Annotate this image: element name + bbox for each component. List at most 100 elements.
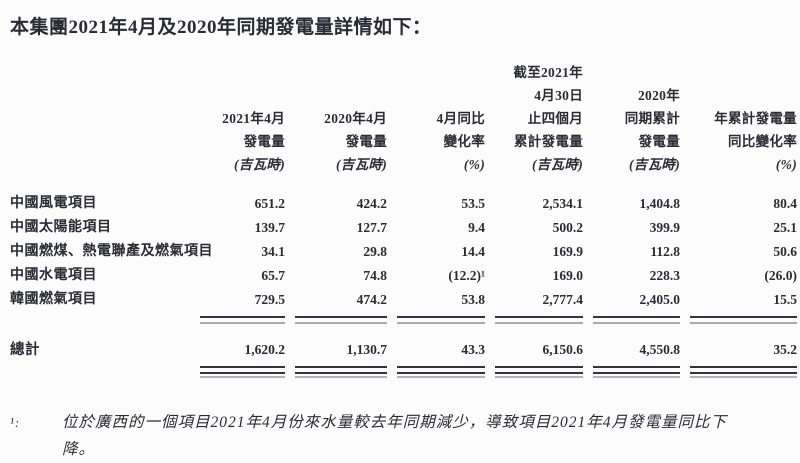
column-header-line: 發電量 — [638, 134, 680, 149]
column-unit-label: (吉瓦時) — [234, 157, 285, 172]
row-label: 中國太陽能項目 — [10, 220, 112, 235]
column-header-line: 2021年4月 — [222, 111, 285, 126]
value-cell: (26.0) — [764, 268, 797, 283]
single-rule — [200, 315, 285, 324]
single-rule — [593, 315, 680, 324]
rule-echo — [593, 376, 680, 378]
value-cell: 2,405.0 — [639, 292, 681, 307]
column-header-2: 2020年4月 發電量 (吉瓦時) — [285, 61, 387, 176]
column-header-line: 4月同比 — [436, 111, 485, 126]
double-rule — [593, 366, 680, 374]
value-cell: 35.2 — [773, 342, 797, 357]
table-row: 中國水電項目 65.7 74.8 (12.2)¹ 169.0 228.3 (26.0) — [10, 264, 797, 288]
rule-echo — [200, 376, 285, 378]
value-cell: 399.9 — [649, 220, 680, 235]
rule-cell — [387, 312, 485, 324]
value-cell: 169.9 — [552, 244, 583, 259]
column-header-line: 累計發電量 — [514, 134, 583, 149]
rule-spacer-cell — [10, 312, 190, 324]
rule-echo — [295, 376, 387, 378]
rule-cell — [485, 363, 583, 379]
rule-cell — [583, 363, 680, 379]
table-row: 韓國燃氣項目 729.5 474.2 53.8 2,777.4 2,405.0 15.5 — [10, 288, 797, 312]
value-cell: 53.5 — [461, 196, 485, 211]
rule-cell — [387, 363, 485, 379]
column-header-line: 發電量 — [345, 134, 387, 149]
footnote-marker: ¹: — [10, 415, 21, 430]
row-label: 中國水電項目 — [10, 268, 97, 283]
single-rule — [397, 315, 485, 324]
value-cell: 139.7 — [254, 220, 285, 235]
double-rule — [690, 366, 797, 374]
value-cell: 1,130.7 — [346, 342, 388, 357]
value-cell: 112.8 — [650, 244, 680, 259]
column-unit-label: (%) — [463, 157, 485, 172]
column-header-line: 年累計發電量 — [714, 111, 797, 126]
rule-echo — [397, 376, 485, 378]
subtotal-rule-row — [10, 312, 797, 324]
column-header-line: 變化率 — [443, 134, 485, 149]
value-cell: 424.2 — [356, 196, 387, 211]
column-header-line: 發電量 — [243, 134, 285, 149]
value-cell: 14.4 — [461, 244, 485, 259]
column-header-line: 2020年 — [638, 88, 680, 103]
value-cell: 50.6 — [773, 244, 797, 259]
row-label: 總計 — [10, 342, 40, 358]
value-cell: 651.2 — [254, 196, 285, 211]
value-cell: 127.7 — [356, 220, 387, 235]
value-cell: 74.8 — [363, 268, 387, 283]
value-cell: 2,534.1 — [542, 196, 584, 211]
rule-cell — [680, 363, 797, 379]
value-cell: 500.2 — [552, 220, 583, 235]
rule-cell — [285, 363, 387, 379]
rule-echo — [495, 376, 583, 378]
table-row: 中國燃煤、熱電聯產及燃氣項目 34.1 29.8 14.4 169.9 112.8 50.6 — [10, 240, 797, 264]
value-cell: (12.2)¹ — [448, 268, 485, 283]
row-label: 韓國燃氣項目 — [10, 292, 97, 307]
table-row: 中國太陽能項目 139.7 127.7 9.4 500.2 399.9 25.1 — [10, 216, 797, 240]
footnote-line: 位於廣西的一個項目2021年4月份來水量較去年同期減少，導致項目2021年4月發… — [62, 414, 728, 431]
column-unit-label: (吉瓦時) — [629, 157, 680, 172]
column-header-line: 4月30日 — [534, 88, 583, 103]
value-cell: 9.4 — [468, 220, 485, 235]
generation-table: 2021年4月發電量 (吉瓦時) 2020年4月發電量 (吉瓦時) 4月同比變化率 (%)… — [10, 61, 797, 379]
value-cell: 169.0 — [552, 268, 583, 283]
double-rule — [495, 366, 583, 374]
column-header-line: 同期累計 — [624, 111, 680, 126]
value-cell: 53.8 — [461, 292, 485, 307]
rule-spacer-cell — [10, 363, 190, 379]
double-rule — [200, 366, 285, 374]
column-header-line: 截至2021年 — [513, 65, 583, 80]
column-header-1: 2021年4月發電量 (吉瓦時) — [190, 61, 285, 176]
value-cell: 6,150.6 — [542, 342, 584, 357]
value-cell: 729.5 — [254, 292, 285, 307]
rule-cell — [680, 312, 797, 324]
single-rule — [495, 315, 583, 324]
row-label: 中國燃煤、熱電聯產及燃氣項目 — [10, 244, 213, 259]
column-header-5: 2020年同期累計發電量 (吉瓦時) — [583, 61, 680, 176]
table-row: 中國風電項目 651.2 424.2 53.5 2,534.1 1,404.8 80.4 — [10, 176, 797, 216]
column-unit-label: (%) — [775, 157, 797, 172]
value-cell: 80.4 — [773, 196, 797, 211]
table-corner-cell — [10, 61, 190, 176]
rule-cell — [190, 312, 285, 324]
total-row: 總計 1,620.2 1,130.7 43.3 6,150.6 4,550.8 35.2 — [10, 324, 797, 363]
total-rule-row — [10, 363, 797, 379]
value-cell: 2,777.4 — [542, 292, 584, 307]
rule-cell — [190, 363, 285, 379]
footnote: ¹: 位於廣西的一個項目2021年4月份來水量較去年同期減少，導致項目2021年… — [10, 409, 795, 463]
value-cell: 65.7 — [261, 268, 285, 283]
row-label: 中國風電項目 — [10, 196, 97, 211]
value-cell: 15.5 — [773, 292, 797, 307]
rule-cell — [485, 312, 583, 324]
rule-cell — [285, 312, 387, 324]
value-cell: 4,550.8 — [639, 342, 681, 357]
column-header-3: 4月同比變化率 (%) — [387, 61, 485, 176]
column-header-line: 止四個月 — [527, 111, 583, 126]
table-header-row: 2021年4月發電量 (吉瓦時) 2020年4月發電量 (吉瓦時) 4月同比變化率 (%)… — [10, 61, 797, 176]
column-header-6: 年累計發電量 同比變化率 (%) — [680, 61, 797, 176]
value-cell: 228.3 — [649, 268, 680, 283]
single-rule — [295, 315, 387, 324]
column-header-line: 2020年4月 — [324, 111, 387, 126]
